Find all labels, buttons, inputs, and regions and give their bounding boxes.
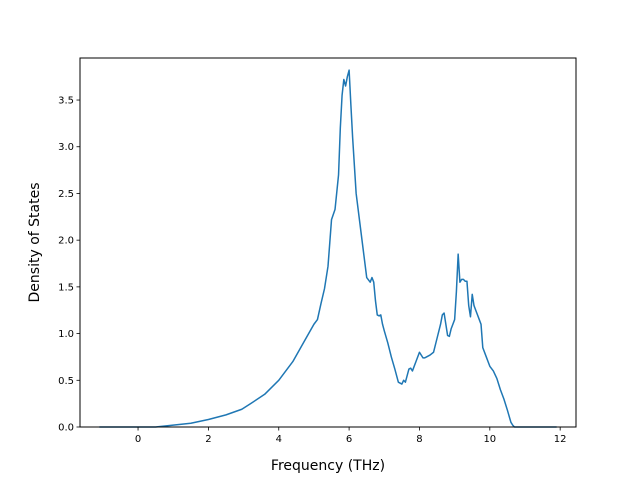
y-tick-label: 2.5	[58, 189, 74, 200]
x-tick-label: 2	[205, 434, 211, 445]
x-axis-label: Frequency (THz)	[271, 458, 385, 474]
x-tick-label: 12	[554, 434, 567, 445]
x-tick-label: 4	[276, 434, 282, 445]
y-tick-label: 3.0	[58, 142, 74, 153]
x-tick-label: 6	[346, 434, 352, 445]
x-tick-label: 0	[135, 434, 141, 445]
plot-layer	[99, 69, 557, 428]
y-tick-label: 2.0	[58, 236, 74, 247]
y-tick-label: 1.5	[58, 282, 74, 293]
y-axis-label: Density of States	[27, 183, 43, 303]
y-tick-label: 3.5	[58, 96, 74, 107]
y-tick-label: 0.0	[58, 423, 74, 434]
plot-frame	[79, 57, 577, 428]
y-tick-label: 1.0	[58, 329, 74, 340]
x-tick-label: 8	[416, 434, 422, 445]
x-tick-label: 10	[483, 434, 496, 445]
y-tick-label: 0.5	[58, 376, 74, 387]
x-axis-ticks: 0 2 4 6 8 10 12	[135, 427, 567, 445]
series-line-0	[99, 69, 557, 428]
y-axis-ticks: 0.0 0.5 1.0 1.5 2.0 2.5 3.0 3.5	[58, 96, 80, 434]
